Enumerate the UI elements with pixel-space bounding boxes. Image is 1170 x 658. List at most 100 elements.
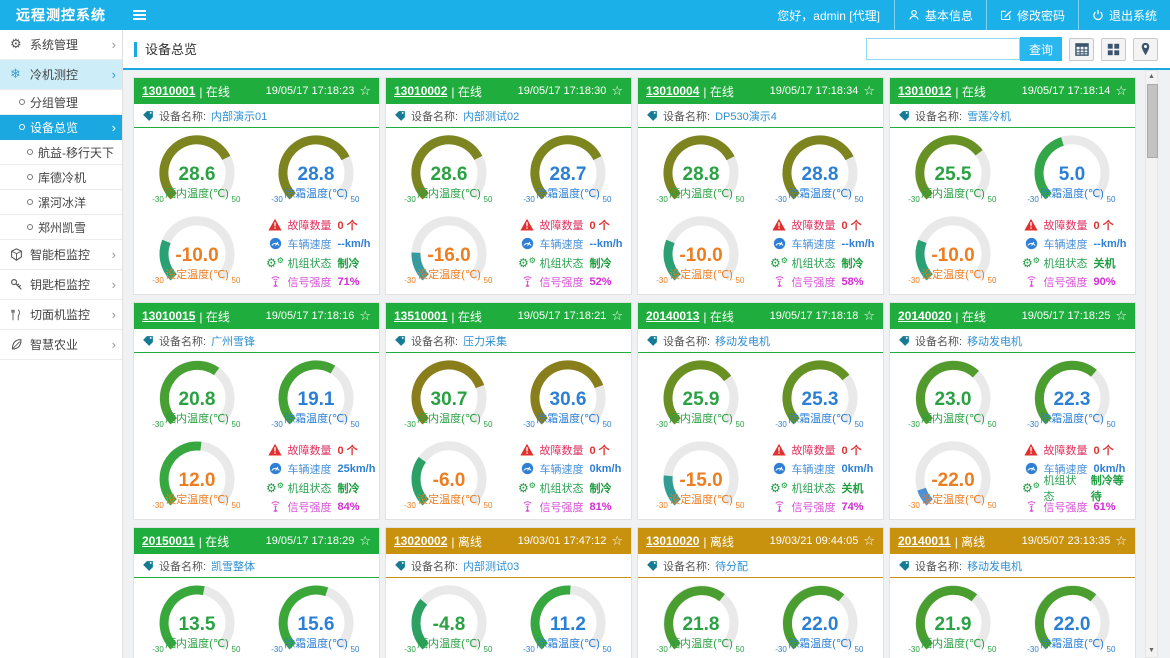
device-id-link[interactable]: 13010012 xyxy=(898,84,952,98)
info-row: 信号强度 52% xyxy=(520,272,629,291)
device-last-time: 19/03/21 09:44:05 xyxy=(769,535,859,547)
signal-strength-icon xyxy=(772,500,787,513)
device-id-link[interactable]: 13010001 xyxy=(142,84,196,98)
svg-text:50: 50 xyxy=(231,420,240,429)
device-card: 13020002 | 离线 19/03/01 17:47:12 ☆ 设备名称: 内部测试0… xyxy=(385,527,632,658)
scroll-down-icon[interactable]: ▼ xyxy=(1148,647,1155,654)
favorite-star-icon[interactable]: ☆ xyxy=(863,83,875,98)
device-card: 13010002 | 在线 19/05/17 17:18:30 ☆ 设备名称: 内部测试0… xyxy=(385,77,632,295)
svg-text:厢内温度(℃): 厢内温度(℃) xyxy=(669,411,733,425)
unit-status-icon: ⚙⚙ xyxy=(1022,255,1040,270)
sidebar-item[interactable]: 设备总览 › xyxy=(0,115,122,140)
svg-text:50: 50 xyxy=(603,195,612,204)
scroll-up-icon[interactable]: ▲ xyxy=(1148,73,1155,80)
device-id-link[interactable]: 13020002 xyxy=(394,534,448,548)
sidebar-item[interactable]: 智能柜监控 › xyxy=(0,240,122,270)
svg-text:30.6: 30.6 xyxy=(550,389,587,410)
device-last-time: 19/05/17 17:18:30 xyxy=(517,85,607,97)
sidebar-item[interactable]: 库德冷机 xyxy=(0,165,122,190)
device-name-row: 设备名称: 内部演示01 xyxy=(134,104,379,128)
info-value: 71% xyxy=(337,275,360,288)
sidebar-item-label: 分组管理 xyxy=(30,95,79,110)
tag-icon xyxy=(142,110,154,122)
info-row: 车辆速度 0km/h xyxy=(772,459,881,478)
power-icon xyxy=(1092,9,1104,21)
sidebar-item[interactable]: 郑州凯雪 xyxy=(0,215,122,240)
info-value: 61% xyxy=(1093,500,1116,513)
info-label: 信号强度 xyxy=(1043,276,1088,289)
device-id-link[interactable]: 20140011 xyxy=(898,534,951,548)
info-label: 车辆速度 xyxy=(1043,238,1088,251)
device-id-link[interactable]: 20140013 xyxy=(646,309,700,323)
sidebar-item-label: 钥匙柜监控 xyxy=(30,278,91,292)
device-status: | 离线 xyxy=(703,534,734,549)
favorite-star-icon[interactable]: ☆ xyxy=(611,308,623,323)
svg-text:-6.0: -6.0 xyxy=(432,470,465,491)
device-id-link[interactable]: 13010020 xyxy=(646,534,700,548)
sidebar-item[interactable]: 漯河冰洋 xyxy=(0,190,122,215)
info-value: 74% xyxy=(841,500,864,513)
svg-text:50: 50 xyxy=(735,276,744,285)
device-id-link[interactable]: 13010002 xyxy=(394,84,448,98)
device-id-link[interactable]: 20150011 xyxy=(142,534,195,548)
sidebar-item-label: 库德冷机 xyxy=(38,170,87,185)
svg-text:15.6: 15.6 xyxy=(298,614,335,635)
favorite-star-icon[interactable]: ☆ xyxy=(1115,83,1127,98)
device-id-link[interactable]: 13010015 xyxy=(142,309,196,323)
device-name-row: 设备名称: 内部测试03 xyxy=(386,554,631,578)
sidebar-item[interactable]: 切面机监控 › xyxy=(0,300,122,330)
table-view-button[interactable] xyxy=(1069,37,1094,61)
sidebar-item[interactable]: ⚙ 系统管理 › xyxy=(0,30,122,60)
svg-text:设定温度(℃): 设定温度(℃) xyxy=(921,267,985,281)
svg-text:50: 50 xyxy=(855,420,864,429)
topbar-menu-item[interactable]: 基本信息 xyxy=(893,0,986,30)
device-id-link[interactable]: 13010004 xyxy=(646,84,700,98)
info-value: 0 个 xyxy=(1093,444,1114,457)
info-value: 58% xyxy=(841,275,864,288)
grid-view-button[interactable] xyxy=(1101,37,1126,61)
favorite-star-icon[interactable]: ☆ xyxy=(359,308,371,323)
device-id-link[interactable]: 13510001 xyxy=(394,309,448,323)
svg-text:-30: -30 xyxy=(523,195,535,204)
sidebar-item[interactable]: 钥匙柜监控 › xyxy=(0,270,122,300)
sidebar-item[interactable]: 分组管理 xyxy=(0,90,122,115)
favorite-star-icon[interactable]: ☆ xyxy=(1115,533,1127,548)
svg-text:50: 50 xyxy=(483,501,492,510)
search-button[interactable]: 查询 xyxy=(1019,37,1062,61)
sidebar-item-label: 智能柜监控 xyxy=(30,248,91,262)
device-id-link[interactable]: 20140020 xyxy=(898,309,952,323)
info-value: 90% xyxy=(1093,275,1116,288)
menu-toggle-icon[interactable] xyxy=(133,10,146,20)
fault-warning-icon xyxy=(1024,443,1039,456)
svg-text:50: 50 xyxy=(987,645,996,654)
info-label: 机组状态 xyxy=(539,482,584,495)
favorite-star-icon[interactable]: ☆ xyxy=(359,533,371,548)
topbar-menu-item[interactable]: 退出系统 xyxy=(1077,0,1170,30)
scrollbar-thumb[interactable] xyxy=(1147,84,1158,158)
svg-text:-30: -30 xyxy=(152,645,164,654)
favorite-star-icon[interactable]: ☆ xyxy=(611,533,623,548)
sidebar-item[interactable]: 智慧农业 › xyxy=(0,330,122,360)
map-view-button[interactable] xyxy=(1133,37,1158,61)
scrollbar[interactable]: ▲ ▼ xyxy=(1145,70,1158,658)
favorite-star-icon[interactable]: ☆ xyxy=(359,83,371,98)
device-last-time: 19/05/17 17:18:25 xyxy=(1021,310,1111,322)
device-card-body: 30.7 厢内温度(℃) -30 50 30.6 除霜温度(℃) -30 50 -6.0 设定温度… xyxy=(386,353,631,519)
info-label: 车辆速度 xyxy=(539,238,584,251)
favorite-star-icon[interactable]: ☆ xyxy=(863,533,875,548)
sidebar-item-label: 设备总览 xyxy=(30,120,79,135)
topbar-menu-item[interactable]: 修改密码 xyxy=(985,0,1078,30)
favorite-star-icon[interactable]: ☆ xyxy=(1115,308,1127,323)
sidebar-item[interactable]: 航益-移行天下 xyxy=(0,140,122,165)
favorite-star-icon[interactable]: ☆ xyxy=(611,83,623,98)
device-status: | 在线 xyxy=(451,309,482,324)
favorite-star-icon[interactable]: ☆ xyxy=(863,308,875,323)
sidebar-item[interactable]: ❄ 冷机测控 › xyxy=(0,60,122,90)
info-value: 制冷 xyxy=(589,482,612,495)
search-input[interactable] xyxy=(865,38,1020,60)
